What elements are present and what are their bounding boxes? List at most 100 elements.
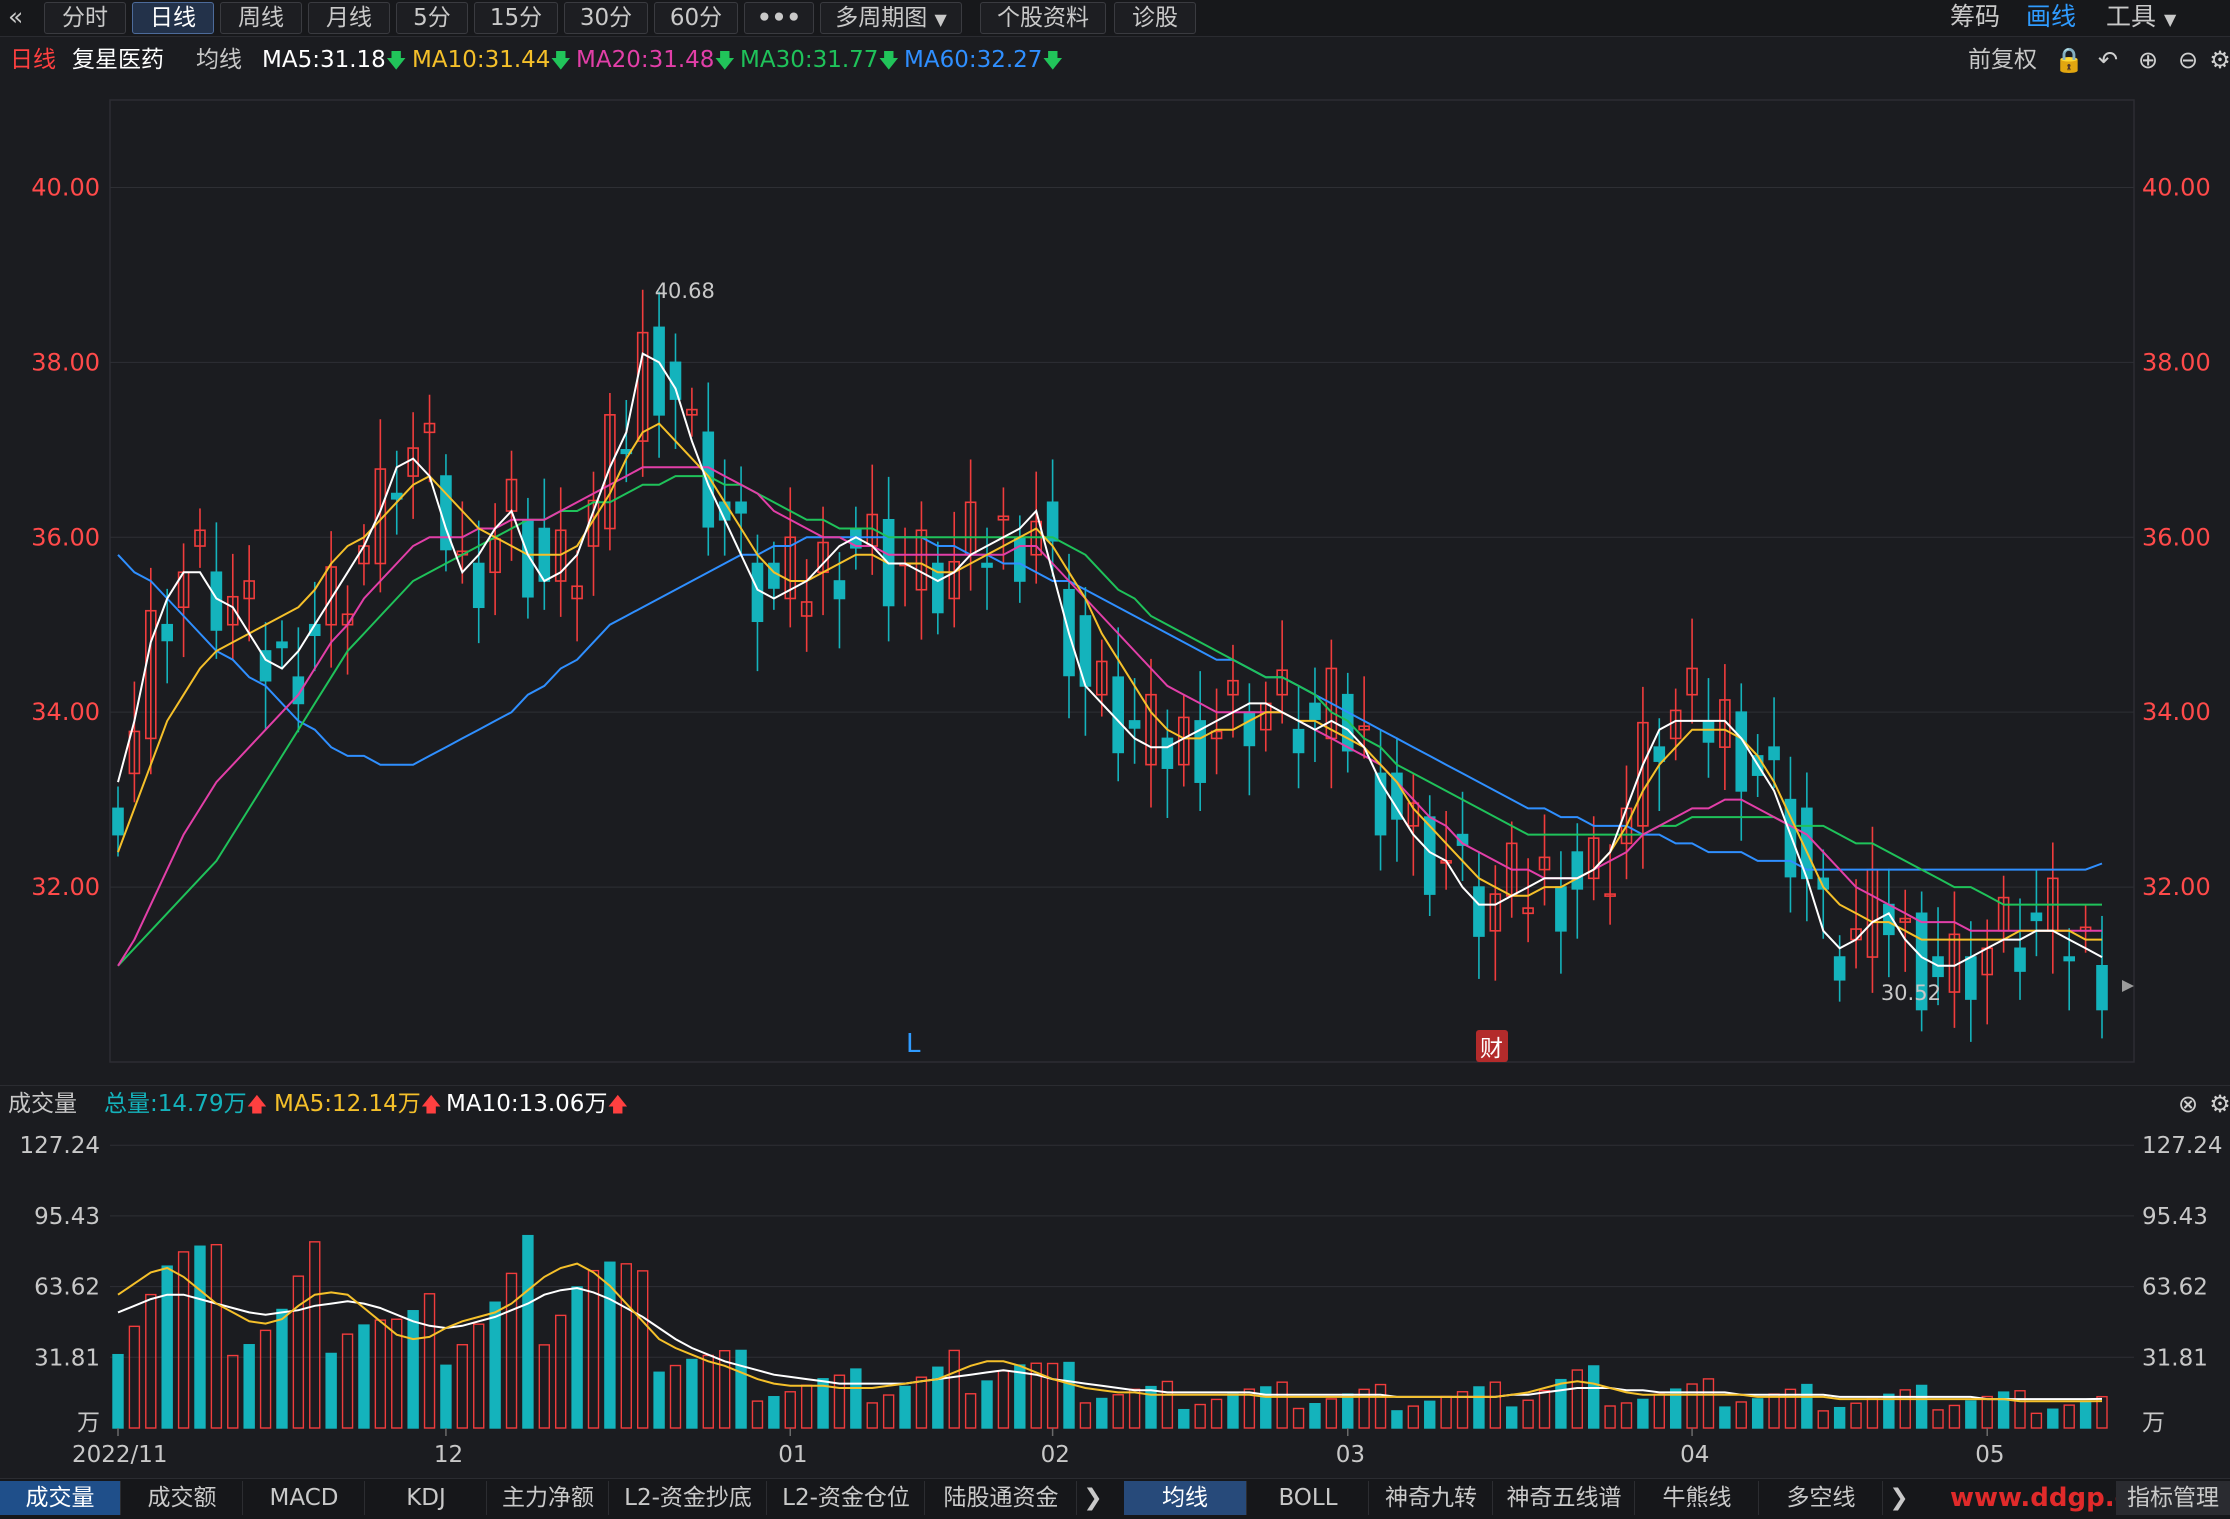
chevron-right-icon[interactable]: ❯ xyxy=(1083,1485,1103,1511)
tab-macd[interactable]: MACD xyxy=(244,1481,365,1515)
volume-bar xyxy=(800,1384,813,1429)
ma30-value: MA30:31.77🡇 xyxy=(740,47,900,73)
volume-bar xyxy=(1358,1388,1370,1429)
candle-body xyxy=(1243,711,1256,747)
tab-northbound[interactable]: 陆股通资金 xyxy=(926,1481,1077,1515)
volume-bar xyxy=(423,1293,436,1429)
price-tick-label: 32.00 xyxy=(31,873,100,901)
volume-bar xyxy=(1489,1381,1502,1429)
volume-bar xyxy=(784,1391,796,1429)
volume-bar xyxy=(161,1265,173,1429)
candle-body xyxy=(1161,737,1174,769)
candle-body xyxy=(423,422,436,434)
tab-30min[interactable]: 30分 xyxy=(564,2,648,34)
volume-bars xyxy=(112,1234,2108,1429)
zoom-in-icon[interactable]: ⊕ xyxy=(2137,46,2159,74)
volume-bar xyxy=(2063,1404,2075,1429)
stock-name: 复星医药 xyxy=(72,47,164,73)
price-chart[interactable]: 40.00 38.00 36.00 34.00 32.00 40.00 38.00 36.0… xyxy=(0,80,2230,1080)
volume-total: 总量:14.79万🡅 xyxy=(104,1091,268,1117)
tab-weekly[interactable]: 周线 xyxy=(220,2,302,34)
volume-chart[interactable]: 127.24 127.24 95.43 95.43 63.62 63.62 31.81 31.… xyxy=(0,1120,2230,1478)
tab-boll[interactable]: BOLL xyxy=(1248,1481,1369,1515)
collapse-left-icon[interactable]: « xyxy=(8,2,24,31)
event-marker-L[interactable]: L xyxy=(906,1029,921,1059)
candle-body xyxy=(1096,660,1108,696)
price-tick-label: 40.00 xyxy=(2142,173,2211,201)
diagnose-button[interactable]: 诊股 xyxy=(1114,2,1196,34)
chips-button[interactable]: 筹码 xyxy=(1950,2,2001,31)
tab-15min[interactable]: 15分 xyxy=(474,2,558,34)
tab-volume[interactable]: 成交量 xyxy=(0,1481,121,1515)
volume-bar xyxy=(1850,1402,1862,1429)
tab-five-lines[interactable]: 神奇五线谱 xyxy=(1494,1481,1635,1515)
tab-ma[interactable]: 均线 xyxy=(1124,1481,1247,1515)
index-manage-button[interactable]: 指标管理 xyxy=(2116,1481,2230,1515)
candle-body xyxy=(1391,772,1403,820)
tab-long-short[interactable]: 多空线 xyxy=(1760,1481,1883,1515)
zoom-out-icon[interactable]: ⊖ xyxy=(2177,46,2199,74)
tab-magic-nine[interactable]: 神奇九转 xyxy=(1370,1481,1493,1515)
candle-body xyxy=(259,650,272,682)
date-tick-label: 01 xyxy=(778,1442,807,1468)
volume-bar xyxy=(489,1301,501,1429)
settings-gear-icon[interactable]: ⚙ xyxy=(2209,46,2230,74)
volume-bar xyxy=(1260,1386,1272,1429)
volume-bar xyxy=(440,1364,452,1429)
adjust-mode[interactable]: 前复权 xyxy=(1968,47,2037,73)
volume-bar xyxy=(1620,1402,1633,1429)
volume-bar xyxy=(1948,1404,1961,1429)
volume-bar xyxy=(817,1378,829,1429)
financial-report-marker[interactable]: 财 xyxy=(1480,1036,1503,1062)
volume-settings-gear-icon[interactable]: ⚙ xyxy=(2209,1090,2230,1118)
tab-monthly[interactable]: 月线 xyxy=(308,2,390,34)
multi-period-dropdown[interactable]: 多周期图 ▼ xyxy=(820,2,962,34)
volume-bar xyxy=(341,1333,354,1429)
candle-body xyxy=(1735,711,1748,792)
volume-grid xyxy=(110,1144,2134,1358)
undo-icon[interactable]: ↶ xyxy=(2097,46,2119,74)
candle-body xyxy=(604,414,616,530)
date-tick-label: 2022/11 xyxy=(72,1442,168,1468)
tab-intraday[interactable]: 分时 xyxy=(44,2,126,34)
tab-main-net[interactable]: 主力净额 xyxy=(488,1481,609,1515)
volume-bar xyxy=(1145,1385,1157,1429)
tools-dropdown[interactable]: 工具 ▼ xyxy=(2106,2,2216,32)
draw-line-button[interactable]: 画线 xyxy=(2026,2,2077,31)
volume-bar xyxy=(358,1324,370,1429)
volume-bar xyxy=(1112,1394,1124,1429)
volume-bar xyxy=(1128,1388,1141,1429)
date-tick-label: 03 xyxy=(1336,1442,1365,1468)
tab-60min[interactable]: 60分 xyxy=(654,2,738,34)
volume-tick-label: 95.43 xyxy=(2142,1204,2208,1230)
volume-bar xyxy=(391,1318,403,1429)
financial-report-badge[interactable] xyxy=(1476,1030,1508,1062)
volume-ma-lines xyxy=(117,1262,2103,1403)
candle-body xyxy=(915,529,928,591)
volume-bar xyxy=(2030,1412,2043,1429)
candle-body xyxy=(374,468,387,565)
price-tick-label: 38.00 xyxy=(2142,348,2211,376)
candle-body xyxy=(1965,956,1977,1000)
volume-bar xyxy=(227,1354,239,1429)
tab-turnover[interactable]: 成交额 xyxy=(122,1481,243,1515)
volume-bar xyxy=(555,1314,567,1429)
ma-label[interactable]: 均线 xyxy=(196,47,242,73)
lock-icon[interactable]: 🔒 xyxy=(2054,46,2084,74)
volume-bar xyxy=(2014,1390,2026,1429)
tab-l2-bottom[interactable]: L2-资金抄底 xyxy=(610,1481,767,1515)
close-panel-icon[interactable]: ⊗ xyxy=(2177,1090,2199,1118)
volume-bar xyxy=(2079,1400,2092,1429)
volume-bar xyxy=(1538,1389,1551,1429)
tab-bull-bear[interactable]: 牛熊线 xyxy=(1636,1481,1759,1515)
tab-kdj[interactable]: KDJ xyxy=(366,1481,487,1515)
tab-daily[interactable]: 日线 xyxy=(132,2,214,34)
stock-profile-button[interactable]: 个股资料 xyxy=(980,2,1106,34)
volume-bar xyxy=(1915,1384,1928,1429)
tab-l2-position[interactable]: L2-资金仓位 xyxy=(768,1481,925,1515)
tab-5min[interactable]: 5分 xyxy=(396,2,468,34)
chevron-right-icon[interactable]: ❯ xyxy=(1889,1485,1909,1511)
more-button[interactable]: ••• xyxy=(744,2,814,34)
volume-bar xyxy=(243,1344,255,1429)
ma10-value: MA10:31.44🡇 xyxy=(412,47,572,73)
